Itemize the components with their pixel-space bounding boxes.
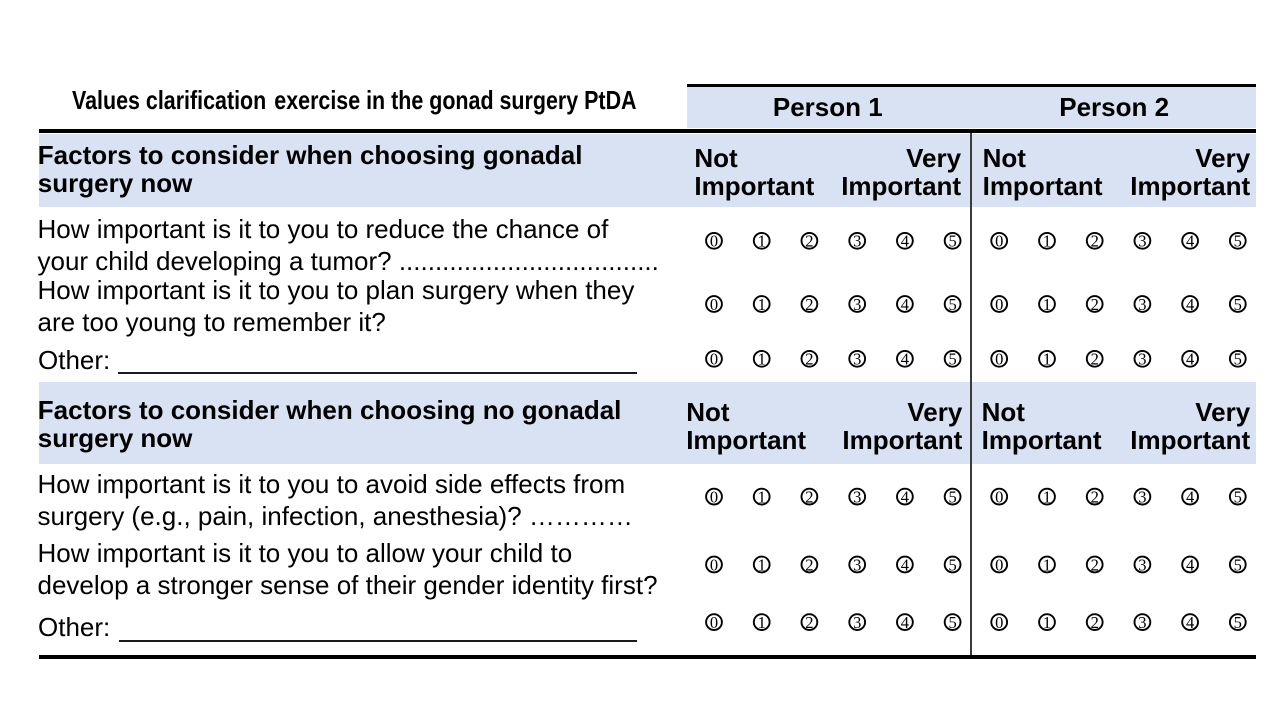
svg-text:5: 5 bbox=[948, 232, 956, 251]
svg-text:1: 1 bbox=[1043, 295, 1051, 314]
svg-text:5: 5 bbox=[1234, 613, 1242, 632]
svg-text:4: 4 bbox=[901, 487, 909, 506]
svg-text:3: 3 bbox=[1138, 487, 1146, 506]
svg-text:4: 4 bbox=[901, 232, 909, 251]
svg-text:0: 0 bbox=[710, 295, 718, 314]
svg-text:2: 2 bbox=[1091, 232, 1099, 251]
svg-text:2: 2 bbox=[805, 295, 813, 314]
svg-text:5: 5 bbox=[948, 350, 956, 369]
svg-text:4: 4 bbox=[1186, 295, 1194, 314]
svg-text:0: 0 bbox=[995, 487, 1003, 506]
svg-text:2: 2 bbox=[1091, 613, 1099, 632]
svg-text:3: 3 bbox=[853, 613, 861, 632]
svg-text:0: 0 bbox=[995, 555, 1003, 574]
svg-text:0: 0 bbox=[710, 555, 718, 574]
svg-text:4: 4 bbox=[1186, 555, 1194, 574]
svg-text:2: 2 bbox=[805, 232, 813, 251]
svg-text:3: 3 bbox=[853, 232, 861, 251]
svg-text:3: 3 bbox=[1138, 350, 1146, 369]
svg-text:3: 3 bbox=[1138, 555, 1146, 574]
svg-text:0: 0 bbox=[995, 613, 1003, 632]
svg-text:1: 1 bbox=[758, 555, 766, 574]
svg-text:5: 5 bbox=[1234, 232, 1242, 251]
svg-text:0: 0 bbox=[710, 487, 718, 506]
svg-text:4: 4 bbox=[901, 295, 909, 314]
svg-text:2: 2 bbox=[1091, 295, 1099, 314]
svg-text:2: 2 bbox=[1091, 487, 1099, 506]
svg-text:2: 2 bbox=[805, 613, 813, 632]
svg-text:1: 1 bbox=[758, 295, 766, 314]
svg-text:5: 5 bbox=[948, 555, 956, 574]
svg-text:2: 2 bbox=[805, 350, 813, 369]
svg-text:2: 2 bbox=[1091, 555, 1099, 574]
svg-text:2: 2 bbox=[805, 555, 813, 574]
svg-text:1: 1 bbox=[1043, 487, 1051, 506]
svg-text:4: 4 bbox=[1186, 613, 1194, 632]
svg-text:4: 4 bbox=[1186, 350, 1194, 369]
svg-text:0: 0 bbox=[995, 232, 1003, 251]
svg-text:5: 5 bbox=[1234, 295, 1242, 314]
svg-text:1: 1 bbox=[758, 350, 766, 369]
svg-text:0: 0 bbox=[710, 232, 718, 251]
svg-text:0: 0 bbox=[710, 350, 718, 369]
svg-text:5: 5 bbox=[948, 613, 956, 632]
svg-text:4: 4 bbox=[901, 350, 909, 369]
svg-text:1: 1 bbox=[758, 232, 766, 251]
svg-text:5: 5 bbox=[1234, 350, 1242, 369]
svg-text:1: 1 bbox=[1043, 555, 1051, 574]
svg-text:2: 2 bbox=[805, 487, 813, 506]
svg-text:4: 4 bbox=[1186, 487, 1194, 506]
svg-text:4: 4 bbox=[1186, 232, 1194, 251]
svg-text:3: 3 bbox=[853, 487, 861, 506]
svg-text:3: 3 bbox=[853, 350, 861, 369]
svg-text:3: 3 bbox=[1138, 232, 1146, 251]
svg-text:5: 5 bbox=[1234, 487, 1242, 506]
svg-text:0: 0 bbox=[710, 613, 718, 632]
svg-text:3: 3 bbox=[853, 295, 861, 314]
svg-text:3: 3 bbox=[1138, 613, 1146, 632]
svg-text:5: 5 bbox=[1234, 555, 1242, 574]
svg-text:1: 1 bbox=[1043, 613, 1051, 632]
svg-text:5: 5 bbox=[948, 295, 956, 314]
svg-text:1: 1 bbox=[758, 613, 766, 632]
svg-text:2: 2 bbox=[1091, 350, 1099, 369]
svg-text:5: 5 bbox=[948, 487, 956, 506]
svg-text:4: 4 bbox=[901, 555, 909, 574]
svg-text:0: 0 bbox=[995, 295, 1003, 314]
svg-text:3: 3 bbox=[1138, 295, 1146, 314]
svg-text:3: 3 bbox=[853, 555, 861, 574]
svg-text:1: 1 bbox=[1043, 350, 1051, 369]
svg-text:0: 0 bbox=[995, 350, 1003, 369]
svg-text:1: 1 bbox=[758, 487, 766, 506]
svg-text:4: 4 bbox=[901, 613, 909, 632]
svg-text:1: 1 bbox=[1043, 232, 1051, 251]
